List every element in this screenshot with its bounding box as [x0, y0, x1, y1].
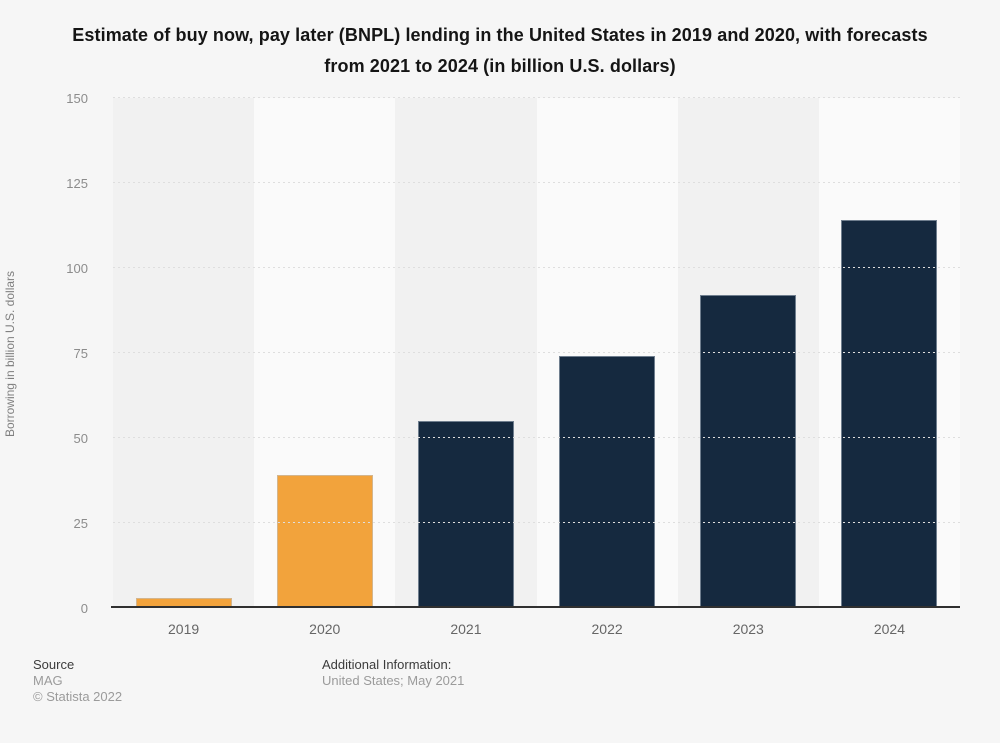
source-label: Source [33, 657, 75, 672]
y-tick-label-100: 100 [66, 261, 88, 276]
y-tick-label-125: 125 [66, 176, 88, 191]
x-axis-line [111, 606, 960, 608]
gridline-50 [113, 437, 960, 438]
x-tick-label-2021: 2021 [450, 621, 482, 637]
gridline-25 [113, 522, 960, 523]
source-value: MAG [33, 673, 63, 688]
y-tick-label-25: 25 [73, 516, 88, 531]
bar-2021[interactable] [417, 421, 514, 608]
y-tick-label-50: 50 [73, 431, 88, 446]
bar-columns: 2019 2020 2021 2022 2023 2024 [113, 98, 961, 637]
y-tick-label-150: 150 [66, 91, 88, 106]
x-tick-label-2022: 2022 [591, 621, 623, 637]
gridline-100 [113, 267, 960, 268]
bar-2020[interactable] [276, 475, 373, 608]
x-tick-label-2024: 2024 [873, 621, 906, 637]
bar-2019[interactable] [135, 597, 232, 608]
column-stripe-2023: 2023 [677, 98, 819, 637]
y-axis: 0 25 50 75 100 125 150 [0, 91, 88, 616]
column-stripe-2020: 2020 [254, 98, 396, 637]
x-tick-label-2019: 2019 [168, 621, 200, 637]
column-stripe-2021: 2021 [395, 98, 537, 637]
gridline-150 [113, 97, 960, 98]
additional-info-value: United States; May 2021 [322, 673, 465, 688]
gridline-75 [113, 352, 960, 353]
x-tick-label-2023: 2023 [732, 621, 764, 637]
chart-title: Estimate of buy now, pay later (BNPL) le… [72, 25, 928, 76]
column-stripe-2022: 2022 [536, 98, 678, 637]
gridline-125 [113, 182, 960, 183]
y-tick-label-0: 0 [80, 601, 88, 616]
bar-2024[interactable] [841, 220, 938, 608]
column-stripe-2024: 2024 [818, 98, 961, 637]
bar-2022[interactable] [559, 356, 656, 608]
additional-info-block: Additional Information: United States; M… [322, 657, 464, 689]
additional-info-label: Additional Information: [322, 657, 452, 672]
column-stripe-2019: 2019 [113, 98, 255, 637]
copyright-notice: © Statista 2022 [33, 689, 123, 704]
source-block: Source MAG © Statista 2022 [33, 657, 122, 705]
y-tick-label-75: 75 [73, 346, 88, 361]
x-tick-label-2020: 2020 [309, 621, 341, 637]
bar-2023[interactable] [700, 295, 797, 608]
plot-area: 2019 2020 2021 2022 2023 2024 [113, 97, 961, 637]
